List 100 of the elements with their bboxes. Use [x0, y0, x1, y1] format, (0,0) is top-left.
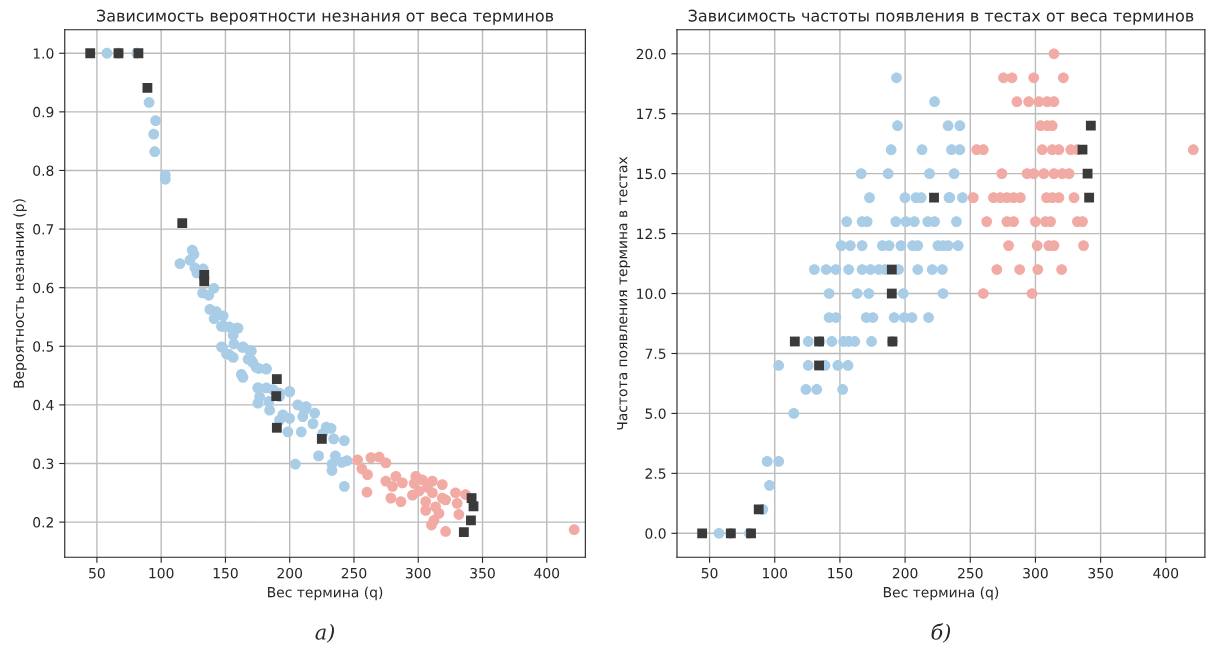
point — [929, 192, 939, 203]
point — [271, 422, 282, 433]
point — [420, 496, 432, 507]
point — [397, 477, 408, 489]
x-tick-label: 200 — [892, 567, 918, 579]
point — [408, 478, 420, 489]
point — [1014, 264, 1026, 275]
point — [177, 218, 188, 229]
point — [1026, 288, 1038, 299]
text: а) — [315, 623, 335, 643]
y-tick-label: 17.5 — [637, 108, 666, 120]
point — [316, 433, 327, 444]
point — [1187, 144, 1199, 156]
text: б) — [931, 623, 951, 643]
point — [1003, 240, 1014, 251]
y-tick-label: 0.9 — [33, 106, 54, 118]
point — [271, 374, 282, 385]
y-tick-label: 12.5 — [637, 228, 666, 240]
point — [991, 264, 1003, 275]
point — [85, 48, 96, 59]
y-axis-title: Частота появления термина в тестах — [617, 156, 631, 430]
y-tick-label: 0.7 — [33, 224, 54, 235]
x-tick-label: 350 — [1088, 567, 1113, 579]
point — [1038, 168, 1050, 180]
point — [1078, 240, 1089, 251]
x-tick-label: 400 — [1153, 567, 1179, 579]
point — [789, 336, 800, 347]
x-tick-label: 50 — [701, 567, 718, 579]
point — [1028, 72, 1040, 84]
y-tick-label: 0.6 — [33, 282, 54, 294]
point — [753, 504, 764, 515]
point — [1057, 72, 1069, 84]
y-tick-label: 10.0 — [637, 288, 666, 300]
point — [420, 505, 432, 516]
point — [967, 192, 979, 204]
point — [440, 526, 451, 537]
point — [1056, 264, 1068, 275]
point — [981, 216, 993, 227]
point — [450, 487, 461, 499]
y-tick-label: 0.8 — [33, 165, 54, 176]
point — [427, 487, 438, 499]
point — [352, 454, 363, 466]
point — [1048, 48, 1060, 60]
point — [453, 509, 465, 520]
y-tick-label: 5.0 — [645, 408, 666, 419]
point — [568, 524, 580, 536]
point — [1032, 264, 1044, 275]
x-tick-label: 150 — [828, 567, 853, 579]
point — [458, 527, 469, 537]
x-tick-label: 200 — [277, 567, 303, 579]
x-tick-label: 250 — [958, 567, 983, 579]
point — [1084, 192, 1095, 203]
y-tick-label: 0.3 — [33, 458, 54, 469]
point — [390, 471, 402, 482]
y-axis-title: Вероятность незнания (p) — [13, 199, 27, 388]
point — [426, 519, 437, 531]
point — [1082, 168, 1093, 179]
point — [1036, 144, 1048, 156]
chart-title: Зависимость частоты появления в тестах от веса терминов — [688, 9, 1194, 25]
point — [199, 276, 210, 287]
x-tick-label: 100 — [149, 567, 174, 579]
x-tick-label: 300 — [406, 567, 431, 579]
point — [385, 492, 397, 504]
point — [440, 494, 451, 506]
x-tick-label: 100 — [763, 567, 788, 579]
point — [1031, 240, 1043, 251]
point — [436, 479, 448, 490]
point — [996, 168, 1008, 180]
point — [380, 457, 392, 469]
point — [977, 288, 989, 299]
x-tick-label: 50 — [89, 567, 105, 579]
point — [395, 496, 407, 507]
point — [886, 264, 897, 275]
x-tick-label: 400 — [534, 567, 560, 579]
point — [451, 497, 463, 509]
point — [142, 82, 153, 93]
x-tick-label: 350 — [470, 567, 495, 579]
y-tick-label: 0.0 — [645, 528, 666, 539]
point — [814, 360, 824, 371]
point — [362, 469, 373, 481]
point — [466, 515, 476, 526]
x-axis-title: Вес термина (q) — [268, 586, 383, 601]
point — [1011, 96, 1023, 108]
x-axis-title: Вес термина (q) — [883, 586, 999, 601]
point — [387, 480, 398, 492]
y-tick-label: 7.5 — [645, 348, 666, 359]
point — [468, 501, 479, 512]
point — [886, 288, 897, 299]
y-tick-label: 0.4 — [33, 399, 54, 411]
y-tick-label: 0.2 — [33, 517, 53, 528]
point — [697, 528, 708, 539]
point — [1006, 72, 1018, 84]
point — [1030, 216, 1041, 227]
y-tick-label: 15.0 — [637, 168, 666, 180]
y-tick-label: 20.0 — [636, 48, 666, 60]
y-tick-label: 0.5 — [33, 341, 54, 352]
x-tick-label: 150 — [213, 567, 238, 579]
point — [1085, 120, 1096, 131]
point — [1023, 96, 1035, 108]
x-tick-label: 250 — [341, 567, 367, 579]
